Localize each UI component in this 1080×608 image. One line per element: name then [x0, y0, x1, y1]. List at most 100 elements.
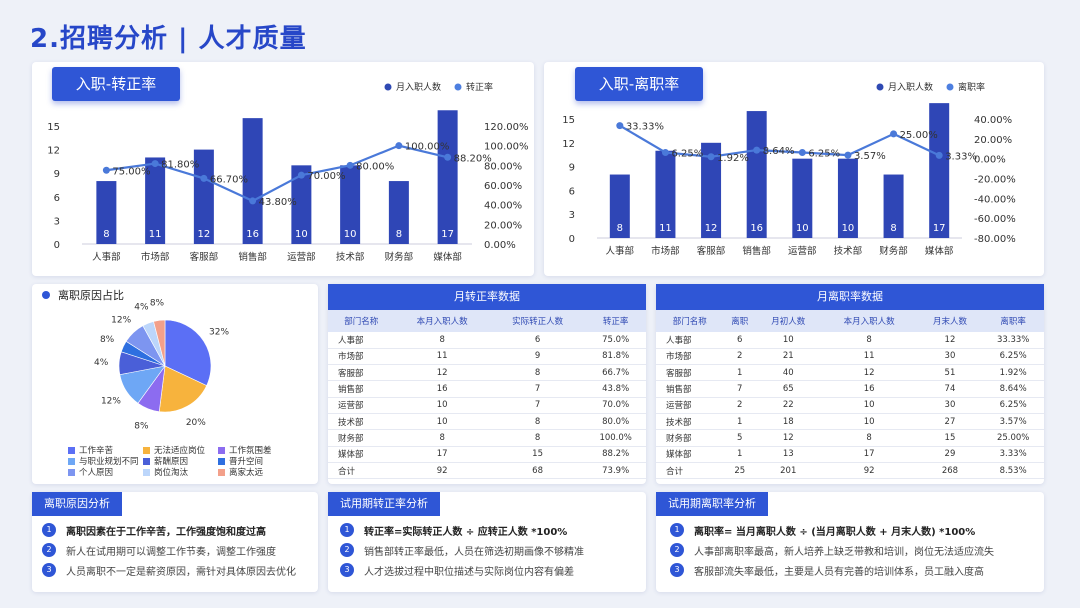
line-point	[151, 160, 159, 168]
table-cell: 22	[755, 397, 821, 414]
legend-swatch	[218, 458, 225, 465]
x-tick-label: 销售部	[238, 251, 267, 263]
bar-value-label: 10	[796, 223, 809, 234]
line-value-label: 66.70%	[210, 174, 248, 185]
analysis2-title: 试用期转正率分析	[328, 492, 440, 516]
table1-title: 月转正率数据	[328, 284, 646, 310]
line-value-label: 88.20%	[454, 153, 492, 164]
analysis2-item: 2 销售部转正率最低，人员在筛选初期画像不够精准	[340, 540, 640, 560]
x-tick-label: 客服部	[190, 251, 219, 263]
pie-pct-label: 4%	[134, 302, 149, 312]
bar	[746, 111, 767, 238]
table2: 部门名称 离职 月初人数 本月入职人数 月末人数 离职率 人事部 6 10 8 12 33.33% 市场…	[656, 310, 1044, 480]
pie-legend-item: 无法适应岗位	[143, 444, 205, 456]
table-cell: 财务部	[328, 429, 395, 447]
table-row: 客服部 12 8 66.7%	[328, 364, 646, 382]
legend-label: 个人原因	[79, 468, 114, 478]
table-cell: 客服部	[328, 364, 395, 382]
table-cell: 7	[489, 380, 586, 398]
table-header-cell: 本月入职人数	[394, 310, 490, 332]
table-header-row: 部门名称 本月入职人数 实际转正人数 转正率	[328, 310, 646, 332]
legend-label: 无法适应岗位	[154, 446, 206, 456]
pie-pct-label: 8%	[134, 422, 149, 432]
bar	[437, 110, 458, 244]
table-cell: 客服部	[656, 364, 724, 382]
table-row: 合计 25 201 92 268 8.53%	[656, 462, 1044, 480]
line-point	[395, 142, 403, 150]
y-right-tick: 20.00%	[974, 135, 1012, 146]
x-tick-label: 媒体部	[433, 251, 462, 263]
table-cell: 12	[755, 429, 821, 447]
pie-pct-label: 4%	[94, 358, 109, 368]
bar	[340, 165, 361, 244]
y-right-tick: 100.00%	[484, 142, 529, 153]
pie-title: 离职原因占比	[58, 288, 124, 302]
series-line	[106, 144, 448, 203]
table-row: 销售部 7 65 16 74 8.64%	[656, 380, 1044, 398]
line-value-label: 100.00%	[405, 142, 450, 153]
line-value-label: 3.57%	[854, 151, 886, 162]
table-cell: 15	[917, 429, 983, 447]
table-cell: 合计	[328, 462, 395, 480]
line-point	[249, 197, 257, 205]
table-row: 财务部 8 8 100.0%	[328, 429, 646, 447]
bar	[701, 142, 722, 238]
pie-pct-label: 12%	[101, 396, 121, 406]
table-cell: 74	[917, 380, 983, 398]
table-cell: 8	[489, 413, 586, 431]
legend-line-label: 离职率	[958, 81, 985, 93]
bar	[655, 150, 676, 238]
line-point	[798, 148, 806, 156]
legend-line-label: 转正率	[466, 81, 493, 93]
bar	[609, 174, 630, 238]
bar-value-label: 11	[659, 223, 672, 234]
table-row: 市场部 2 21 11 30 6.25%	[656, 348, 1044, 366]
table2-title: 月离职率数据	[656, 284, 1044, 310]
table-header-cell: 实际转正人数	[489, 310, 586, 332]
analysis2-item: 3 人才选拔过程中职位描述与实际岗位内容有偏差	[340, 560, 640, 580]
legend-label: 离家太远	[229, 468, 264, 478]
y-right-tick: 120.00%	[484, 122, 529, 133]
line-point	[102, 166, 110, 174]
x-tick-label: 运营部	[287, 251, 316, 263]
pie-title-dot	[42, 291, 50, 299]
table-cell: 201	[755, 462, 821, 480]
table-row: 运营部 10 7 70.0%	[328, 397, 646, 414]
table-cell: 1.92%	[982, 364, 1044, 382]
table-cell: 销售部	[656, 380, 724, 398]
table-row: 媒体部 1 13 17 29 3.33%	[656, 446, 1044, 463]
table-cell: 30	[917, 397, 983, 414]
pie-panel: 离职原因占比 32% 20% 8% 12% 4% 8% 12% 4% 8%	[32, 284, 318, 484]
x-tick-label: 技术部	[336, 251, 365, 263]
table-cell: 媒体部	[328, 446, 395, 463]
y-left-tick: 6	[54, 193, 60, 204]
bar	[388, 181, 409, 244]
table-cell: 12	[917, 332, 983, 349]
analysis1-title: 离职原因分析	[32, 492, 122, 516]
legend-label: 岗位淘汰	[154, 468, 189, 478]
table-cell: 66.7%	[585, 364, 646, 382]
y-right-tick: 40.00%	[974, 115, 1012, 126]
y-left-tick: 6	[569, 186, 575, 197]
bar-value-label: 8	[890, 223, 896, 234]
table-row: 合计 92 68 73.9%	[328, 462, 646, 480]
table-cell: 3.33%	[982, 446, 1044, 463]
table-cell: 51	[917, 364, 983, 382]
table-cell: 73.9%	[585, 462, 646, 480]
table-cell: 8	[489, 364, 586, 382]
legend-label: 工作氛围差	[229, 446, 272, 456]
y-left-tick: 15	[47, 122, 60, 133]
x-tick-label: 人事部	[92, 251, 121, 263]
table-cell: 8.64%	[982, 380, 1044, 398]
table-cell: 25	[723, 462, 756, 480]
pie-pct-label: 20%	[186, 418, 206, 428]
table-header-cell: 离职	[723, 310, 756, 332]
y-left-tick: 9	[54, 169, 60, 180]
legend-line-marker	[946, 83, 954, 91]
x-tick-label: 市场部	[651, 245, 680, 257]
analysis1-item: 1 离职因素在于工作辛苦，工作强度饱和度过高	[42, 520, 332, 540]
bar	[929, 103, 950, 238]
x-tick-label: 人事部	[606, 245, 635, 257]
legend-label: 薪酬原因	[154, 457, 189, 467]
legend-swatch	[143, 458, 150, 465]
